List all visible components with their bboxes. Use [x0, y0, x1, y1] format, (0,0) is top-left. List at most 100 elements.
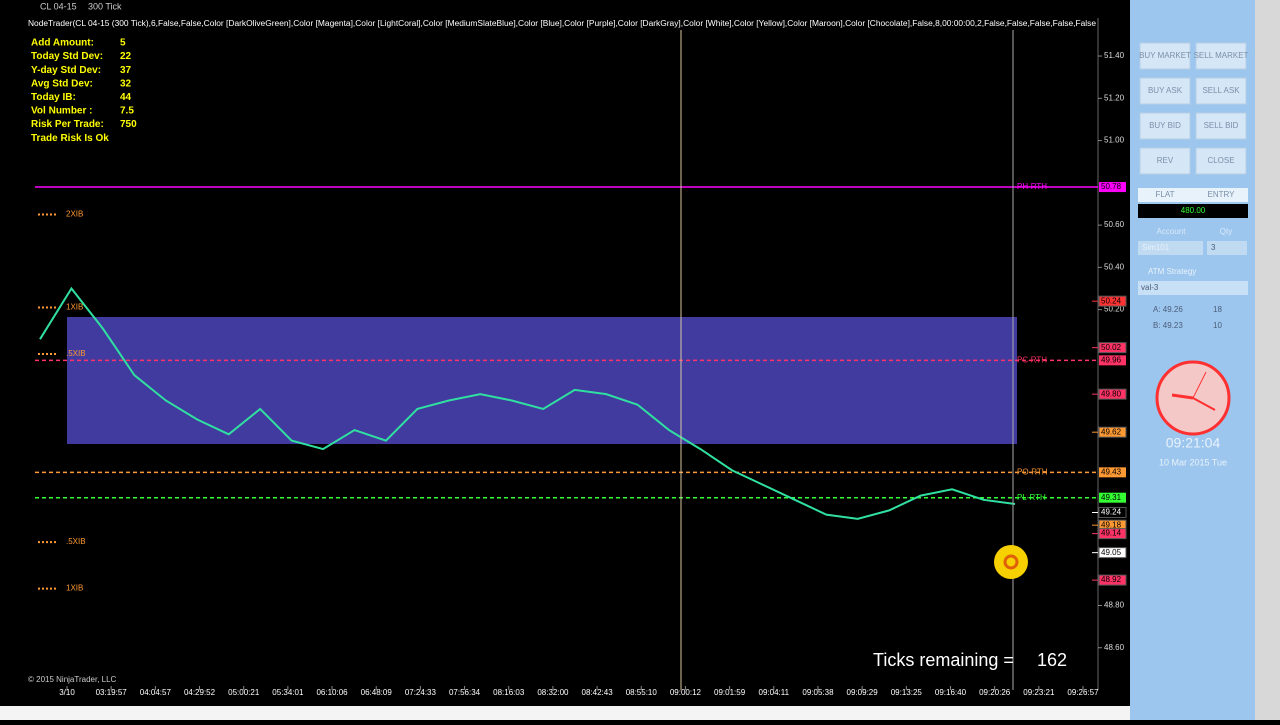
status-bar: [0, 706, 1130, 720]
order-button[interactable]: [1195, 77, 1247, 105]
position-bar: [1138, 188, 1248, 202]
x-tick-label: 08:55:10: [626, 688, 658, 697]
order-button-label: BUY MARKET: [1139, 51, 1191, 60]
level-name: PL-RTH: [1017, 493, 1046, 502]
level-name: PO-RTH: [1017, 467, 1048, 476]
x-tick-label: 09:04:11: [759, 688, 790, 697]
price-label: 49.31: [1101, 493, 1122, 502]
order-button[interactable]: [1195, 42, 1247, 70]
price-label-box: [1099, 355, 1126, 366]
order-button-label: SELL MARKET: [1194, 51, 1249, 60]
order-button-label: SELL ASK: [1202, 86, 1240, 95]
ib-label: 2XIB: [66, 210, 83, 219]
level-name: PC-RTH: [1017, 355, 1047, 364]
ask-size: 18: [1213, 305, 1222, 314]
cursor-marker-ring: [1003, 554, 1019, 570]
info-label: Avg Std Dev:: [31, 78, 93, 89]
ib-label: .5XIB: [66, 537, 86, 546]
info-panel: Add Amount: 5 Today Std Dev: 22 Y-day Std De…: [31, 38, 137, 144]
price-label-box: [1098, 342, 1127, 354]
clock-time: 09:21:04: [1166, 435, 1221, 451]
order-entry: FLAT ENTRY 480.00 Account Qty Sim101 3 A…: [1138, 42, 1249, 467]
value-area: [67, 317, 1017, 444]
x-tick-label: 03:19:57: [96, 688, 128, 697]
info-value: 5: [120, 38, 126, 49]
order-button[interactable]: [1139, 42, 1191, 70]
atm-box[interactable]: [1138, 281, 1248, 295]
ib-label: 1XIB: [66, 584, 83, 593]
position: FLAT: [1156, 190, 1175, 199]
ask-label: A: 49.26: [1153, 305, 1183, 314]
info-value: 750: [120, 119, 137, 130]
price-label-box: [1098, 426, 1127, 438]
qty-label: Qty: [1220, 227, 1232, 236]
order-button-label: BUY BID: [1149, 121, 1181, 130]
price-label: 50.24: [1101, 296, 1122, 305]
x-tick-label: 08:16:03: [493, 688, 525, 697]
x-tick-label: 09:09:29: [847, 688, 879, 697]
x-tick-label: 3/10: [59, 688, 75, 697]
qty-value: 3: [1211, 243, 1216, 252]
y-tick-label: 51.20: [1104, 93, 1125, 102]
x-tick-label: 05:34:01: [272, 688, 304, 697]
order-button[interactable]: [1139, 147, 1191, 175]
cursor-marker: [994, 545, 1028, 579]
x-tick-label: 04:29:52: [184, 688, 216, 697]
qty-box[interactable]: [1207, 241, 1247, 255]
x-tick-label: 09:20:26: [979, 688, 1011, 697]
price-label: 49.96: [1101, 355, 1122, 364]
x-tick-label: 09:00:12: [670, 688, 702, 697]
order-button-label: BUY ASK: [1148, 86, 1183, 95]
order-button[interactable]: [1195, 147, 1247, 175]
x-tick-label: 09:26:57: [1067, 688, 1099, 697]
ticks-remaining-value: 162: [1037, 650, 1067, 670]
price-label-box: [1099, 492, 1126, 503]
info-label: Add Amount:: [31, 38, 94, 49]
price-label: 49.14: [1101, 529, 1122, 538]
copyright: © 2015 NinjaTrader, LLC: [28, 675, 117, 684]
y-tick-label: 48.80: [1104, 601, 1125, 610]
order-button[interactable]: [1195, 112, 1247, 140]
info-value: 22: [120, 51, 132, 62]
account-box[interactable]: [1138, 241, 1203, 255]
bid-size: 10: [1213, 321, 1222, 330]
clock-date: 10 Mar 2015 Tue: [1159, 457, 1227, 467]
scroll-strip: [1255, 0, 1280, 720]
info-value: 7.5: [120, 106, 134, 117]
price-label: 49.24: [1101, 508, 1122, 517]
price-label-box: [1098, 388, 1127, 400]
x-tick-label: 07:24:33: [405, 688, 437, 697]
pnl: 480.00: [1181, 206, 1206, 215]
price-line: [39, 286, 1016, 520]
ib-label: 1XIB: [66, 303, 83, 312]
entry: ENTRY: [1208, 190, 1236, 199]
info-value: 44: [120, 92, 132, 103]
info-label: Today Std Dev:: [31, 51, 103, 62]
atm-label: ATM Strategy: [1148, 267, 1196, 276]
toolbar: CL 04-15 300 Tick NodeTrader(CL 04-15 (3…: [28, 1, 1097, 28]
clock-minute: [1192, 397, 1216, 411]
order-panel: [1130, 0, 1255, 720]
price-label: 50.02: [1101, 343, 1122, 352]
order-button-label: REV: [1157, 156, 1174, 165]
instrument[interactable]: CL 04-15: [40, 1, 77, 11]
interval[interactable]: 300 Tick: [88, 1, 122, 11]
order-button-label: SELL BID: [1204, 121, 1239, 130]
x-tick-label: 08:32:00: [537, 688, 569, 697]
info-label: Today IB:: [31, 92, 76, 103]
info-value: 32: [120, 78, 132, 89]
price-label-box: [1098, 528, 1127, 540]
order-button[interactable]: [1139, 77, 1191, 105]
price-label: 49.05: [1101, 548, 1122, 557]
info-label: Y-day Std Dev:: [31, 65, 101, 76]
price-label-box: [1098, 506, 1127, 518]
price-label: 48.92: [1101, 575, 1122, 584]
info-label: Trade Risk Is Ok: [31, 133, 109, 144]
price-label-box: [1098, 295, 1127, 307]
ib-label: .5XIB: [66, 349, 86, 358]
info-label: Vol Number :: [31, 106, 92, 117]
bid-label: B: 49.23: [1153, 321, 1183, 330]
order-button[interactable]: [1139, 112, 1191, 140]
x-tick-label: 06:10:06: [316, 688, 348, 697]
